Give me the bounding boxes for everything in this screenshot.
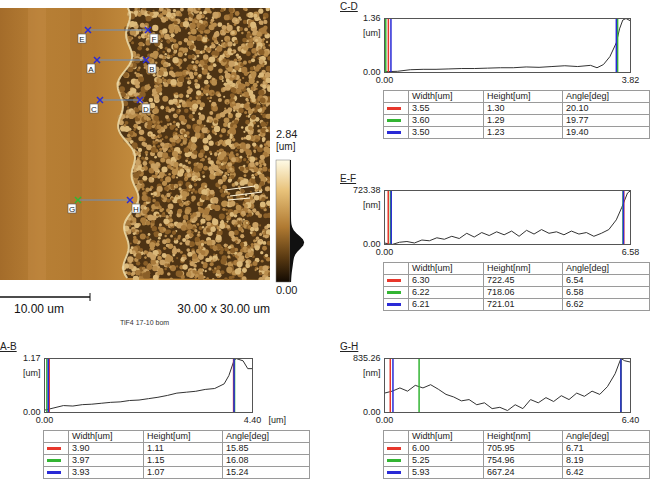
html-text:6.42: 6.42 (566, 467, 584, 477)
html-text:8.19: 8.19 (566, 455, 584, 465)
html-text:Angle[deg]: Angle[deg] (566, 91, 609, 101)
svg-text:3.82: 3.82 (622, 75, 640, 85)
html-text:3.60: 3.60 (412, 115, 430, 125)
html-text:15.24: 15.24 (226, 467, 249, 477)
html-text:6.00: 6.00 (412, 443, 430, 453)
html-text:Height[nm]: Height[nm] (487, 431, 531, 441)
html-text:Width[um]: Width[um] (412, 263, 453, 273)
html-text:5.25: 5.25 (412, 455, 430, 465)
svg-text:0.00: 0.00 (363, 407, 381, 418)
html-text:3.55: 3.55 (412, 103, 430, 113)
svg-text:6.58: 6.58 (622, 247, 640, 257)
html-text:19.40: 19.40 (566, 127, 589, 137)
svg-text:F: F (152, 35, 157, 44)
svg-text:0.00: 0.00 (376, 75, 394, 85)
html-text:3.93: 3.93 (72, 467, 90, 477)
svg-text:0.00: 0.00 (36, 415, 54, 425)
html-text:A-B: A-B (0, 341, 17, 352)
html-text:6.21: 6.21 (412, 299, 430, 309)
svg-text:A: A (88, 65, 94, 74)
html-text:718.06: 718.06 (487, 287, 515, 297)
html-text:Angle[deg]: Angle[deg] (566, 431, 609, 441)
html-text:6.54: 6.54 (566, 275, 584, 285)
svg-text:1.36: 1.36 (363, 13, 381, 23)
html-text:1.29: 1.29 (487, 115, 505, 125)
html-text:Height[nm]: Height[nm] (487, 263, 531, 273)
svg-text:D: D (143, 105, 149, 114)
svg-text:2.84: 2.84 (276, 128, 297, 140)
html-text:19.77: 19.77 (566, 115, 589, 125)
svg-text:723.38: 723.38 (353, 185, 381, 195)
html-text:Height[um]: Height[um] (487, 91, 531, 101)
svg-text:0.00: 0.00 (363, 239, 381, 250)
html-text:Angle[deg]: Angle[deg] (226, 431, 269, 441)
html-text:Width[um]: Width[um] (412, 91, 453, 101)
html-text:6.22: 6.22 (412, 287, 430, 297)
html-text:1.15: 1.15 (147, 455, 165, 465)
html-text:667.24: 667.24 (487, 467, 515, 477)
html-text:3.50: 3.50 (412, 127, 430, 137)
html-text:Width[um]: Width[um] (412, 431, 453, 441)
svg-text:0.00: 0.00 (363, 67, 381, 78)
html-text:705.95: 705.95 (487, 443, 515, 453)
html-text:6.30: 6.30 (412, 275, 430, 285)
svg-text:[nm]: [nm] (363, 200, 381, 210)
html-text:E-F: E-F (340, 173, 357, 184)
svg-text:[um]: [um] (276, 141, 296, 152)
svg-text:4.40: 4.40 (244, 415, 262, 425)
html-text:722.45: 722.45 (487, 275, 515, 285)
html-text:20.10: 20.10 (566, 103, 589, 113)
svg-text:30.00 x 30.00 um: 30.00 x 30.00 um (177, 302, 270, 316)
html-text:5.93: 5.93 (412, 467, 430, 477)
svg-text:G: G (69, 205, 75, 214)
svg-text:[um]: [um] (269, 415, 287, 425)
html-text:1.23: 1.23 (487, 127, 505, 137)
html-text:721.01: 721.01 (487, 299, 515, 309)
html-text:15.85: 15.85 (226, 443, 249, 453)
html-text:1.30: 1.30 (487, 103, 505, 113)
html-text:1.11: 1.11 (147, 443, 164, 453)
svg-text:[nm]: [nm] (363, 368, 381, 378)
html-text:C-D: C-D (340, 1, 358, 12)
svg-text:835.26: 835.26 (353, 353, 381, 363)
svg-text:TiF4 17-10 bom: TiF4 17-10 bom (120, 319, 169, 326)
svg-text:0.00: 0.00 (23, 407, 41, 418)
svg-text:E: E (79, 35, 84, 44)
svg-text:0.00: 0.00 (376, 247, 394, 257)
html-text:6.71: 6.71 (566, 443, 584, 453)
html-text:754.96: 754.96 (487, 455, 515, 465)
svg-text:6.40: 6.40 (622, 415, 640, 425)
html-text:Angle[deg]: Angle[deg] (566, 263, 609, 273)
svg-text:H: H (133, 205, 139, 214)
svg-text:B: B (149, 65, 154, 74)
svg-text:[um]: [um] (23, 368, 41, 378)
svg-text:0.00: 0.00 (276, 284, 297, 296)
svg-text:10.00 um: 10.00 um (14, 302, 64, 316)
svg-text:0.00: 0.00 (376, 415, 394, 425)
html-text:Height[um]: Height[um] (147, 431, 191, 441)
svg-text:1.17: 1.17 (23, 353, 41, 363)
svg-text:[um]: [um] (363, 28, 381, 38)
svg-text:C: C (91, 105, 97, 114)
html-text:G-H: G-H (340, 341, 359, 352)
html-text:Width[um]: Width[um] (72, 431, 113, 441)
html-text:3.97: 3.97 (72, 455, 90, 465)
html-text:6.58: 6.58 (566, 287, 584, 297)
html-text:3.90: 3.90 (72, 443, 90, 453)
html-text:1.07: 1.07 (147, 467, 165, 477)
html-text:16.08: 16.08 (226, 455, 249, 465)
html-text:6.62: 6.62 (566, 299, 584, 309)
